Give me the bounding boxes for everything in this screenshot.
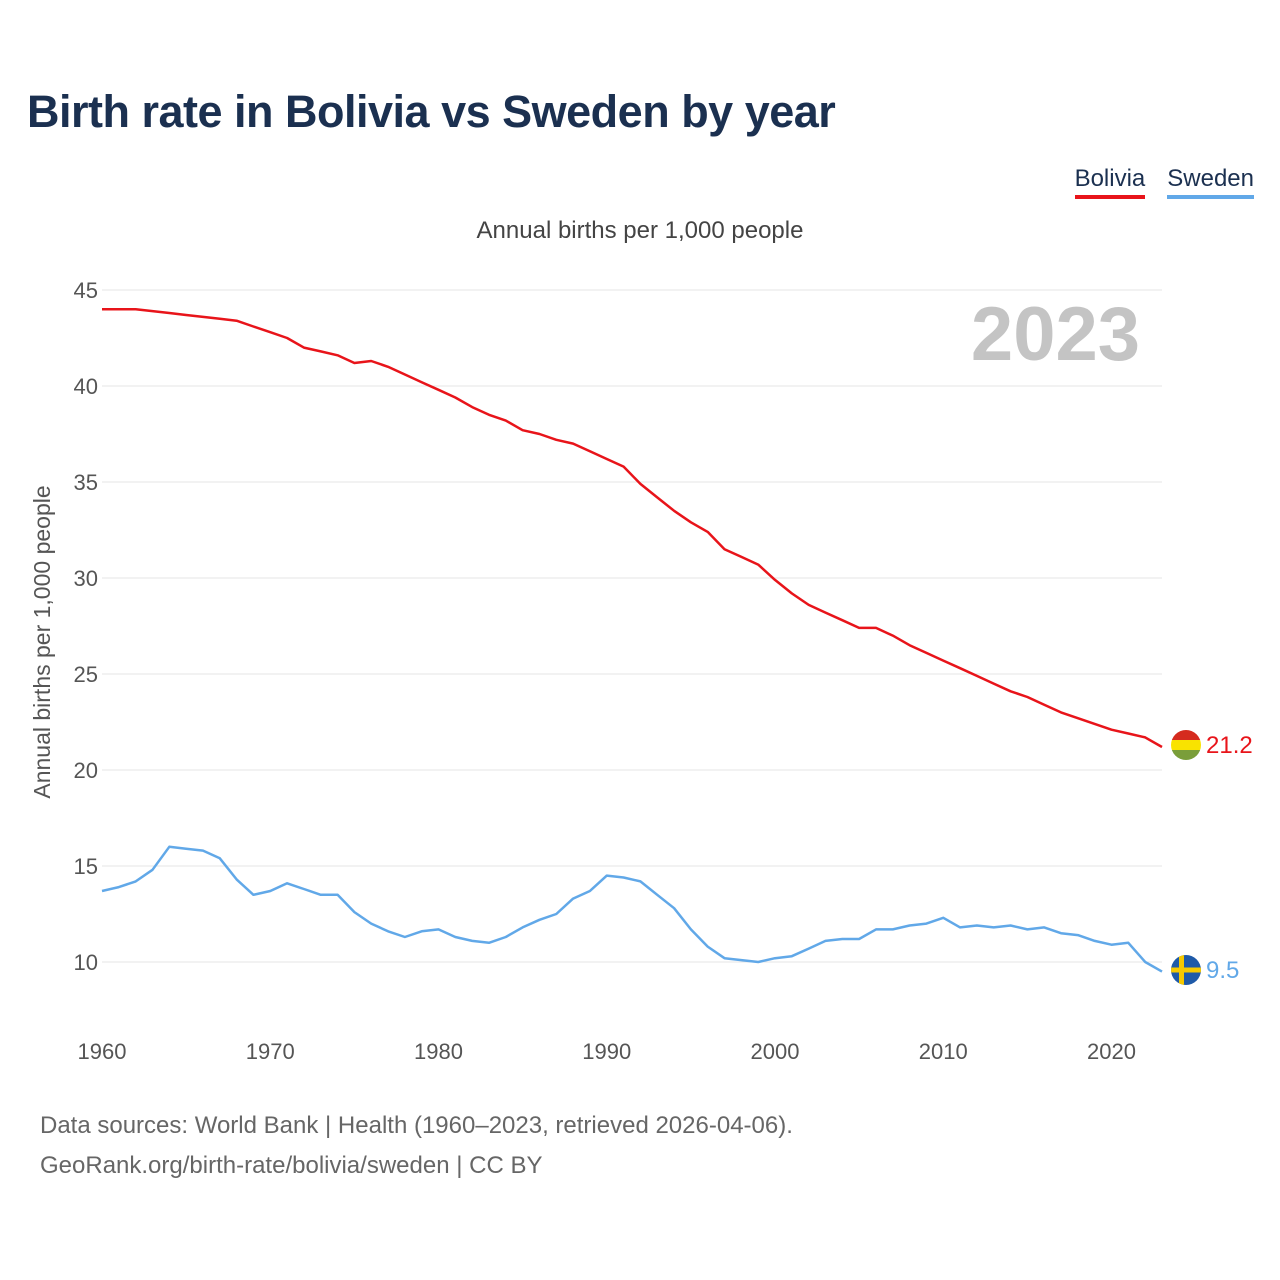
series-line-bolivia[interactable] [102, 307, 1163, 749]
y-tick-10: 10 [74, 950, 98, 975]
y-axis-ticks: 10 15 20 25 30 35 40 45 [74, 278, 98, 975]
bolivia-flag-icon [1171, 730, 1201, 760]
data-source: Data sources: World Bank | Health (1960–… [40, 1112, 793, 1139]
sweden-end-label: 9.5 [1206, 957, 1239, 984]
series-layer [101, 307, 1163, 973]
y-tick-45: 45 [74, 278, 98, 303]
x-tick-1970: 1970 [246, 1039, 295, 1064]
footer: Data sources: World Bank | Health (1960–… [40, 1106, 793, 1186]
legend-item-bolivia[interactable]: Bolivia [1074, 165, 1146, 200]
y-tick-15: 15 [74, 854, 98, 879]
x-tick-1980: 1980 [414, 1039, 463, 1064]
y-tick-25: 25 [74, 662, 98, 687]
year-label: 2023 [971, 292, 1140, 377]
x-tick-2000: 2000 [751, 1039, 800, 1064]
bolivia-end-label: 21.2 [1206, 732, 1253, 759]
y-axis-title: Annual births per 1,000 people [29, 485, 55, 798]
x-tick-2020: 2020 [1087, 1039, 1136, 1064]
legend: Bolivia Sweden [1074, 165, 1254, 200]
series-line-sweden[interactable] [101, 845, 1163, 973]
y-tick-40: 40 [74, 374, 98, 399]
legend-item-sweden[interactable]: Sweden [1167, 165, 1254, 200]
y-tick-30: 30 [74, 566, 98, 591]
sweden-flag-icon [1171, 955, 1201, 985]
x-axis-ticks: 1960 1970 1980 1990 2000 2010 2020 [78, 1039, 1136, 1064]
y-tick-20: 20 [74, 758, 98, 783]
chart-title: Birth rate in Bolivia vs Sweden by year [27, 86, 836, 137]
x-tick-2010: 2010 [919, 1039, 968, 1064]
source-url[interactable]: GeoRank.org/birth-rate/bolivia/sweden | … [40, 1152, 543, 1179]
x-tick-1960: 1960 [78, 1039, 127, 1064]
gridlines [102, 289, 1162, 963]
y-tick-35: 35 [74, 470, 98, 495]
chart-subtitle: Annual births per 1,000 people [476, 217, 804, 244]
x-tick-1990: 1990 [582, 1039, 631, 1064]
